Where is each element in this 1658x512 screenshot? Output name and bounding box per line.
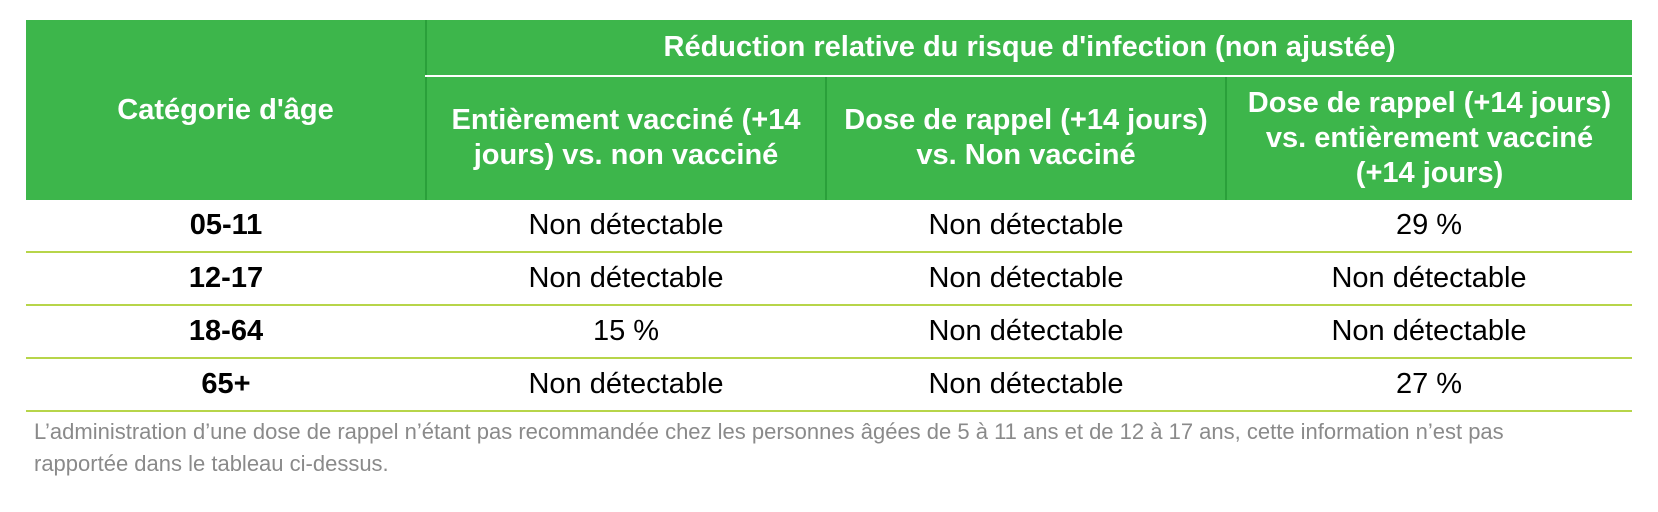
- value-cell: 29 %: [1226, 200, 1633, 253]
- table-row: 12-17 Non détectable Non détectable Non …: [26, 252, 1633, 306]
- subheader-fully-vaccinated-vs-unvaccinated: Entièrement vacciné (+14 jours) vs. non …: [425, 75, 826, 200]
- value-cell: Non détectable: [826, 252, 1226, 306]
- subheader-booster-vs-fully-vaccinated: Dose de rappel (+14 jours) vs. entièreme…: [1224, 75, 1633, 200]
- value-cell: Non détectable: [426, 200, 826, 253]
- header-row-subheaders: Entièrement vacciné (+14 jours) vs. non …: [26, 75, 1633, 200]
- subheader-booster-vs-unvaccinated: Dose de rappel (+14 jours) vs. Non vacci…: [825, 75, 1226, 200]
- header-row-group: Catégorie d'âge Réduction relative du ri…: [26, 20, 1633, 200]
- table-row: 18-64 15 % Non détectable Non détectable: [26, 305, 1633, 359]
- value-cell: Non détectable: [1226, 252, 1633, 306]
- value-cell: Non détectable: [426, 252, 826, 306]
- table-row: 65+ Non détectable Non détectable 27 %: [26, 358, 1633, 412]
- age-cell: 65+: [26, 358, 426, 412]
- vaccine-effectiveness-table-container: Catégorie d'âge Réduction relative du ri…: [26, 20, 1633, 480]
- value-cell: Non détectable: [426, 358, 826, 412]
- value-cell: Non détectable: [826, 358, 1226, 412]
- value-cell: 27 %: [1226, 358, 1633, 412]
- vaccine-effectiveness-table: Catégorie d'âge Réduction relative du ri…: [26, 20, 1633, 412]
- value-cell: Non détectable: [1226, 305, 1633, 359]
- age-cell: 12-17: [26, 252, 426, 306]
- table-body: 05-11 Non détectable Non détectable 29 %…: [26, 200, 1633, 412]
- age-cell: 05-11: [26, 200, 426, 253]
- table-header: Catégorie d'âge Réduction relative du ri…: [26, 20, 1633, 200]
- table-row: 05-11 Non détectable Non détectable 29 %: [26, 200, 1633, 253]
- age-category-header: Catégorie d'âge: [26, 20, 426, 200]
- value-cell: Non détectable: [826, 305, 1226, 359]
- age-cell: 18-64: [26, 305, 426, 359]
- table-footnote: L’administration d’une dose de rappel n’…: [34, 419, 1504, 476]
- value-cell: 15 %: [426, 305, 826, 359]
- value-cell: Non détectable: [826, 200, 1226, 253]
- risk-reduction-group-header: Réduction relative du risque d'infection…: [424, 20, 1633, 77]
